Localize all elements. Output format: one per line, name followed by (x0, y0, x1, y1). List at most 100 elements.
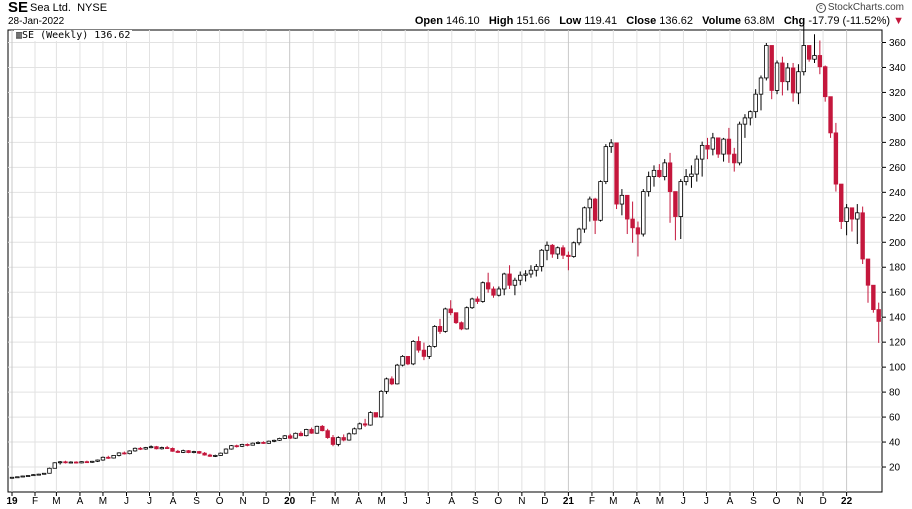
candle-body (774, 62, 780, 91)
candle-body (207, 454, 213, 457)
candle-body (180, 450, 186, 453)
candle (357, 422, 362, 430)
candle (25, 475, 31, 477)
candle-body (330, 437, 336, 445)
candle (860, 206, 865, 264)
candle (245, 443, 250, 447)
candle (175, 449, 181, 454)
volume-value: 63.8M (744, 15, 775, 27)
low-value: 119.41 (584, 15, 618, 27)
candle (164, 445, 170, 450)
candle-body (785, 67, 790, 83)
candle (384, 377, 389, 394)
candle-body (667, 162, 673, 192)
candle (528, 265, 534, 278)
candle-body (116, 452, 122, 456)
candle-body (437, 326, 443, 332)
candle (678, 179, 683, 240)
candle (512, 277, 518, 296)
candle (598, 180, 603, 222)
candle-body (138, 447, 143, 450)
candle (95, 459, 100, 463)
candle (293, 432, 298, 439)
candle (491, 286, 496, 298)
candle-body (817, 55, 823, 68)
candle (41, 472, 47, 475)
candle (287, 433, 293, 440)
candle (732, 147, 737, 172)
ohlc-summary: Open 146.10 High 151.66 Low 119.41 Close… (415, 15, 904, 27)
candle-body (609, 142, 614, 148)
candle (501, 272, 507, 296)
candle-body (764, 45, 769, 79)
candle-body (202, 452, 207, 456)
y-tick-label: 360 (889, 38, 906, 49)
candle (68, 461, 74, 464)
candle-body (63, 461, 68, 464)
x-tick-label: D (819, 496, 826, 507)
candle (443, 307, 448, 333)
candle (587, 196, 592, 222)
candle-body (325, 430, 330, 438)
y-tick-label: 120 (889, 338, 906, 349)
candle (320, 425, 325, 432)
candle-body (95, 459, 100, 462)
brand-watermark[interactable]: c StockCharts.com (815, 2, 904, 13)
candle-body (100, 456, 106, 461)
x-tick-label: D (263, 496, 270, 507)
candle (47, 467, 52, 474)
grid (8, 30, 882, 492)
candle (753, 89, 758, 118)
x-tick-label: A (634, 496, 641, 507)
candle-body (416, 341, 421, 351)
chg-label: Chg (783, 15, 806, 27)
y-tick-label: 200 (889, 238, 906, 249)
candle-body (475, 298, 480, 302)
candle-body (154, 446, 159, 450)
candle-body (304, 429, 309, 437)
candle (683, 169, 689, 186)
candle (100, 456, 106, 461)
candle-body (197, 451, 202, 454)
candle-body (860, 212, 865, 260)
candle-body (250, 442, 255, 446)
legend-text: SE (Weekly) 136.62 (22, 30, 131, 41)
candle (641, 189, 646, 237)
candle (394, 363, 400, 385)
x-tick-label: A (355, 496, 362, 507)
candle-body (512, 279, 518, 286)
candle-body (790, 67, 796, 94)
candle-body (501, 273, 507, 290)
candle (52, 462, 57, 469)
candle-body (603, 146, 609, 182)
candle-body (491, 288, 496, 296)
candle (186, 450, 191, 454)
candle-body (683, 176, 689, 182)
candle-body (336, 437, 341, 445)
candle-body (576, 228, 582, 244)
candle (218, 452, 223, 456)
candle-body (186, 450, 191, 453)
candle-body (534, 266, 539, 271)
candle-body (582, 207, 587, 230)
candle-body (823, 66, 828, 98)
candle (657, 164, 662, 178)
candle (309, 427, 314, 434)
x-tick-label: M (609, 496, 617, 507)
candle-body (111, 455, 116, 459)
candle (796, 64, 801, 105)
x-tick-label: J (403, 496, 408, 507)
x-tick-label: 19 (6, 496, 18, 507)
candle-body (641, 191, 646, 235)
candle (336, 436, 341, 447)
candle (197, 450, 202, 454)
y-tick-label: 160 (889, 288, 906, 299)
candle-body (646, 176, 651, 192)
high-label: High (488, 15, 514, 27)
candle-body (625, 194, 630, 220)
candle-body (400, 355, 405, 366)
open-value: 146.10 (446, 15, 480, 27)
candle (748, 110, 753, 126)
candle (368, 411, 373, 426)
